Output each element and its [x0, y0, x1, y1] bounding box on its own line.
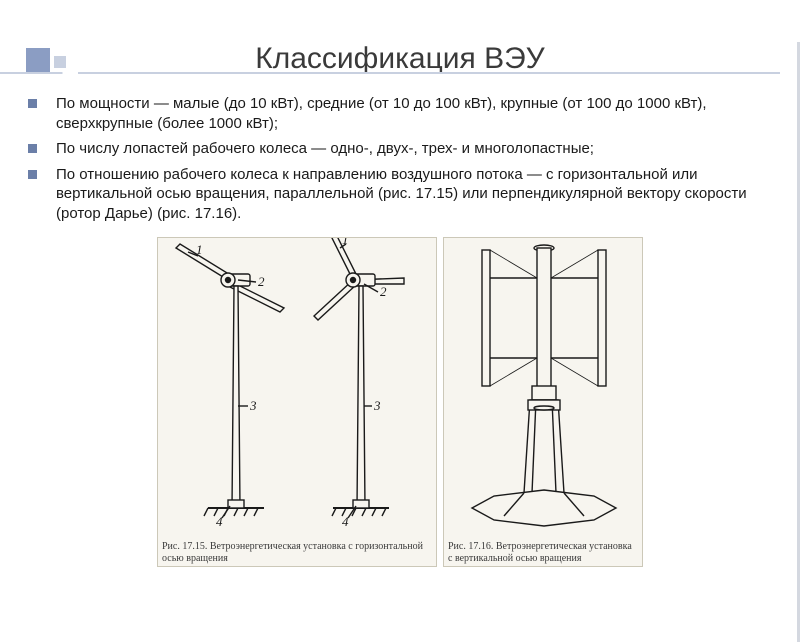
svg-text:4: 4: [216, 514, 223, 529]
bullet-item: По мощности — малые (до 10 кВт), средние…: [50, 94, 770, 133]
svg-text:3: 3: [373, 398, 381, 413]
svg-text:3: 3: [249, 398, 257, 413]
figure-caption: Рис. 17.16. Ветроэнергетическая установк…: [448, 541, 638, 564]
figure-17-16: Рис. 17.16. Ветроэнергетическая установк…: [443, 237, 643, 567]
figure-caption: Рис. 17.15. Ветроэнергетическая установк…: [162, 541, 432, 564]
bullet-list: По мощности — малые (до 10 кВт), средние…: [50, 94, 770, 223]
svg-text:2: 2: [380, 284, 387, 299]
slide-corner-decoration: [6, 48, 106, 88]
turbine-horizontal-svg: 1 2 3 4 1 2 3 4: [158, 238, 438, 538]
slide-title: Классификация ВЭУ: [0, 42, 800, 76]
slide-top-rule: [0, 72, 780, 74]
svg-text:2: 2: [258, 274, 265, 289]
svg-text:1: 1: [342, 238, 349, 247]
turbine-vertical-svg: [444, 238, 644, 538]
figure-17-15: 1 2 3 4 1 2 3 4 Рис. 17.15. Ветроэнергетичес…: [157, 237, 437, 567]
svg-text:1: 1: [196, 242, 203, 257]
svg-text:4: 4: [342, 514, 349, 529]
bullet-item: По отношению рабочего колеса к направлен…: [50, 165, 770, 224]
figure-row: 1 2 3 4 1 2 3 4 Рис. 17.15. Ветроэнергетичес…: [0, 237, 800, 567]
bullet-item: По числу лопастей рабочего колеса — одно…: [50, 139, 770, 159]
